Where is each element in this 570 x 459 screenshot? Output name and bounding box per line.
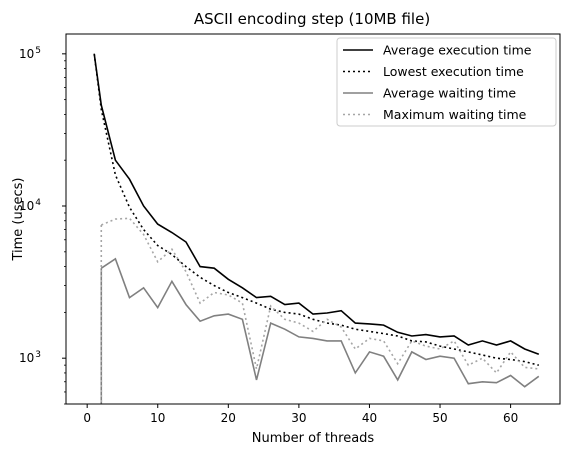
y-tick-label: 103 bbox=[19, 350, 41, 365]
y-axis-label: Time (usecs) bbox=[11, 177, 26, 261]
y-tick-exponent: 4 bbox=[35, 198, 41, 208]
x-tick-label: 20 bbox=[221, 411, 236, 425]
x-tick-label: 60 bbox=[503, 411, 518, 425]
series-line-3 bbox=[100, 257, 540, 388]
legend: Average execution time Lowest execution t… bbox=[336, 37, 557, 127]
x-tick-label: 10 bbox=[150, 411, 165, 425]
y-tick-exponent: 5 bbox=[35, 46, 41, 56]
series-line-1 bbox=[93, 53, 540, 356]
legend-label: Average execution time bbox=[383, 43, 532, 58]
legend-box bbox=[336, 37, 557, 127]
legend-label: Lowest execution time bbox=[383, 64, 524, 79]
x-tick-label: 0 bbox=[83, 411, 91, 425]
y-tick-exponent: 3 bbox=[35, 350, 41, 360]
plot-frame bbox=[65, 33, 561, 405]
y-tick-label: 105 bbox=[19, 46, 41, 61]
x-axis: 0 10 20 30 40 50 60 bbox=[83, 404, 518, 425]
x-axis-label: Number of threads bbox=[252, 431, 375, 446]
chart-title: ASCII encoding step (10MB file) bbox=[194, 10, 430, 28]
legend-label: Average waiting time bbox=[383, 86, 516, 101]
legend-label: Maximum waiting time bbox=[383, 107, 527, 122]
series-layer bbox=[93, 53, 540, 404]
series-line-4 bbox=[100, 217, 539, 375]
series-line-2 bbox=[93, 53, 539, 366]
x-tick-label: 40 bbox=[362, 411, 377, 425]
x-tick-label: 50 bbox=[432, 411, 447, 425]
x-tick-label: 30 bbox=[291, 411, 306, 425]
